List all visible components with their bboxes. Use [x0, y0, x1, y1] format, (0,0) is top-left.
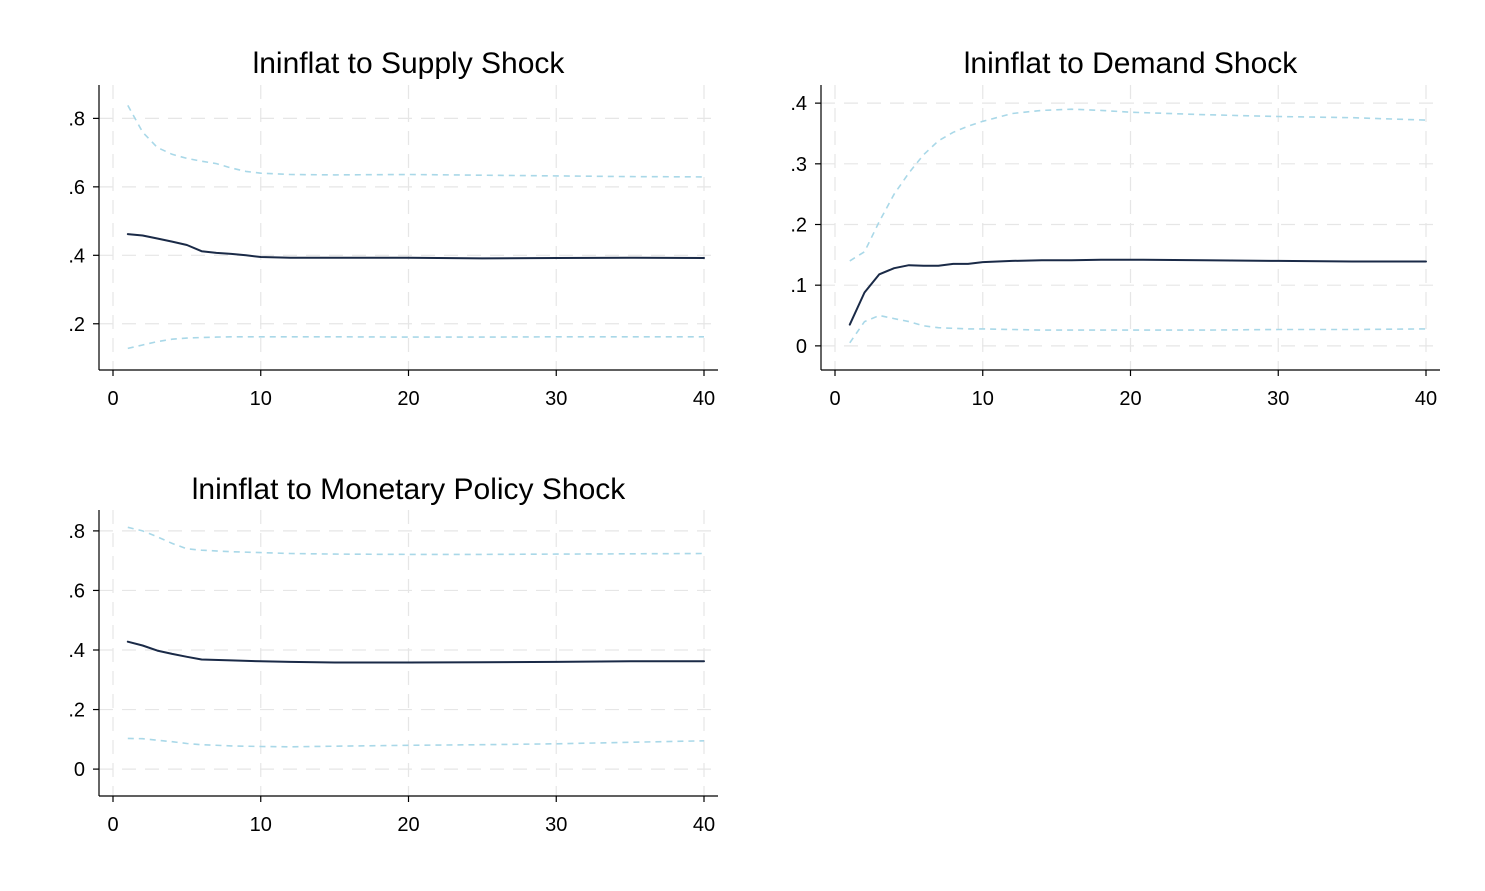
y-tick-label: .1 [790, 275, 807, 297]
y-tick-label: 0 [74, 759, 85, 781]
x-tick-label: 30 [1267, 388, 1289, 410]
y-tick-label: .6 [68, 580, 85, 602]
y-tick-label: .2 [790, 215, 807, 237]
x-tick-label: 20 [397, 388, 419, 410]
x-tick-label: 20 [397, 814, 419, 836]
x-tick-label: 40 [693, 388, 715, 410]
x-tick-label: 10 [250, 814, 272, 836]
x-tick-label: 0 [829, 388, 840, 410]
panel-title: lninflat to Monetary Policy Shock [192, 473, 627, 506]
irf-series-line [848, 258, 1427, 326]
y-tick-label: .2 [68, 700, 85, 722]
irf-series-line [126, 640, 705, 664]
y-tick-label: .3 [790, 154, 807, 176]
x-tick-label: 0 [107, 388, 118, 410]
ci-upper-line [849, 108, 1427, 262]
y-tick-label: .6 [68, 177, 85, 199]
irf-series-line [126, 233, 705, 260]
x-tick-label: 40 [1415, 388, 1437, 410]
ci-lower-line [127, 737, 705, 748]
ci-lower-line [849, 314, 1427, 344]
y-tick-label: .8 [68, 521, 85, 543]
x-tick-label: 0 [107, 814, 118, 836]
panel-title: lninflat to Demand Shock [964, 47, 1299, 80]
panel-monetary-policy-shock: lninflat to Monetary Policy Shock 0 10 20 3… [68, 473, 718, 836]
ci-lower-line [127, 335, 704, 350]
ci-upper-line [127, 526, 705, 556]
panel-demand-shock: lninflat to Demand Shock 0 10 20 30 40 0 .1 .2.… [790, 47, 1440, 410]
x-tick-label: 30 [545, 388, 567, 410]
y-tick-label: .4 [790, 93, 807, 115]
y-tick-label: .4 [68, 640, 85, 662]
x-tick-label: 20 [1119, 388, 1141, 410]
panel-title: lninflat to Supply Shock [253, 47, 566, 80]
y-tick-label: .2 [68, 314, 85, 336]
x-tick-label: 10 [250, 388, 272, 410]
y-tick-label: .8 [68, 108, 85, 130]
x-tick-label: 10 [972, 388, 994, 410]
x-tick-label: 40 [693, 814, 715, 836]
y-tick-label: .4 [68, 245, 85, 267]
y-tick-label: 0 [796, 336, 807, 358]
x-tick-label: 30 [545, 814, 567, 836]
panel-supply-shock: lninflat to Supply Shock 0 10 20 30 40 .2 .4 .6… [68, 47, 718, 410]
ci-upper-line [127, 105, 705, 178]
